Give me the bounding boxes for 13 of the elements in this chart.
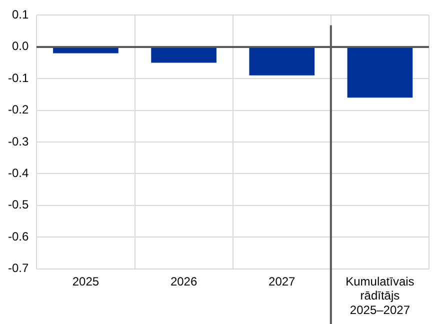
y-tick-label: -0.1 <box>8 70 29 85</box>
y-tick-label: -0.6 <box>8 229 29 244</box>
x-tick-label: 2027 <box>268 274 296 288</box>
y-tick-label: -0.3 <box>8 134 29 148</box>
x-tick-label: 2026 <box>170 274 198 288</box>
y-tick-label: -0.7 <box>8 261 29 276</box>
y-tick-label: -0.5 <box>8 198 29 212</box>
x-tick-label: Kumulatīvais rādītājs 2025–2027 <box>346 274 414 318</box>
y-tick-label: 0.0 <box>12 39 29 54</box>
y-tick-label: 0.1 <box>12 8 29 22</box>
y-tick-label: -0.4 <box>8 166 29 180</box>
x-tick-label: 2025 <box>72 274 100 288</box>
y-tick-label: -0.2 <box>8 102 29 117</box>
